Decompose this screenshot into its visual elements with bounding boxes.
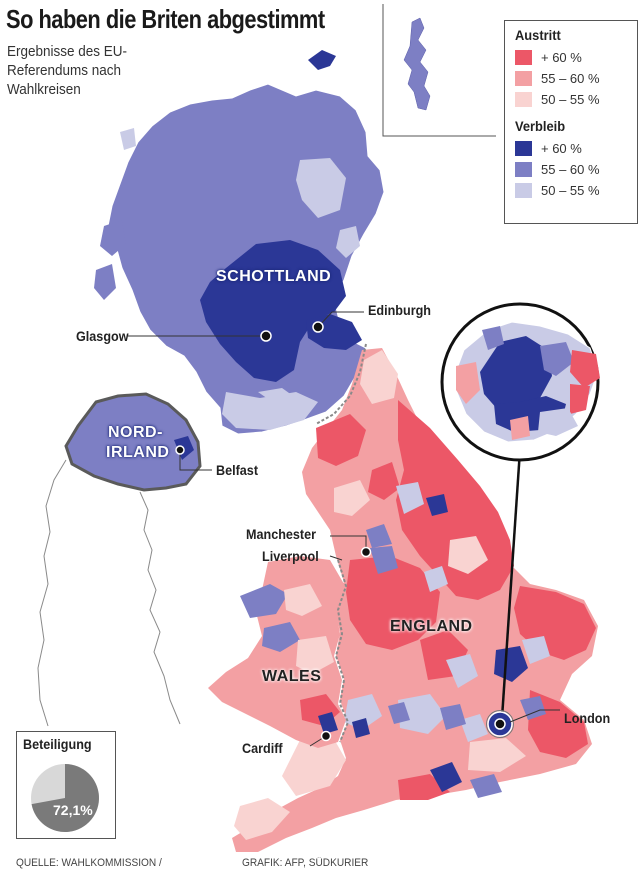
glasgow-dot <box>260 330 272 342</box>
legend-remain-heading: Verbleib <box>515 118 566 134</box>
legend-swatch <box>515 92 532 107</box>
northern-ireland-area <box>64 392 202 492</box>
legend-label: 50 – 55 % <box>541 183 600 198</box>
footer-credit: GRAFIK: AFP, SÜDKURIER <box>242 857 369 869</box>
ireland-outline <box>37 459 181 727</box>
city-label-edinburgh: Edinburgh <box>368 302 431 318</box>
city-label-belfast: Belfast <box>216 462 259 478</box>
city-label-london: London <box>564 710 611 726</box>
page-title: So haben die Briten abgestimmt <box>6 4 325 34</box>
page-subtitle: Ergebnisse des EU-Referendums nach Wahlk… <box>7 43 128 98</box>
belfast-dot <box>175 445 185 455</box>
wales-area <box>208 556 346 748</box>
legend-item: + 60 % <box>515 47 637 68</box>
turnout-pie <box>31 764 99 832</box>
region-label-wales: WALES <box>262 668 322 685</box>
city-label-cardiff: Cardiff <box>242 740 283 756</box>
london-inset <box>440 302 600 719</box>
region-label-scotland: SCHOTTLAND <box>216 268 332 285</box>
legend: Austritt + 60 % 55 – 60 % 50 – 55 % Verb… <box>504 20 638 224</box>
region-label-northern-ireland-1: NORD- <box>108 424 163 441</box>
legend-item: + 60 % <box>515 138 637 159</box>
legend-label: 50 – 55 % <box>541 92 600 107</box>
legend-swatch <box>515 50 532 65</box>
legend-item: 50 – 55 % <box>515 180 637 201</box>
turnout-label: Beteiligung <box>23 736 92 752</box>
cardiff-dot <box>320 730 332 742</box>
scotland-area <box>94 83 385 435</box>
london-dot <box>494 718 506 730</box>
wales-england-border <box>334 559 350 743</box>
scotland-england-border <box>315 343 367 425</box>
city-label-glasgow: Glasgow <box>76 328 129 344</box>
legend-item: 55 – 60 % <box>515 159 637 180</box>
turnout-box: Beteiligung 72,1% <box>16 731 116 839</box>
legend-item: 50 – 55 % <box>515 89 637 110</box>
city-label-manchester: Manchester <box>246 526 317 542</box>
legend-label: 55 – 60 % <box>541 71 600 86</box>
shetland-inset-frame <box>382 4 496 137</box>
edinburgh-dot <box>312 321 324 333</box>
orkney-islands <box>308 50 336 70</box>
legend-leave-heading: Austritt <box>515 27 561 43</box>
region-label-england: ENGLAND <box>390 618 473 635</box>
legend-swatch <box>515 162 532 177</box>
legend-item: 55 – 60 % <box>515 68 637 89</box>
legend-swatch <box>515 141 532 156</box>
footer-source: QUELLE: WAHLKOMMISSION / <box>16 857 162 869</box>
city-label-liverpool: Liverpool <box>262 548 319 564</box>
legend-swatch <box>515 183 532 198</box>
legend-label: + 60 % <box>541 141 582 156</box>
legend-swatch <box>515 71 532 86</box>
legend-label: + 60 % <box>541 50 582 65</box>
manchester-dot <box>360 546 372 558</box>
turnout-slice <box>31 764 99 832</box>
turnout-value: 72,1% <box>53 802 93 818</box>
region-label-northern-ireland-2: IRLAND <box>106 444 170 461</box>
shetland-islands <box>403 17 431 111</box>
city-markers <box>128 311 560 747</box>
legend-label: 55 – 60 % <box>541 162 600 177</box>
